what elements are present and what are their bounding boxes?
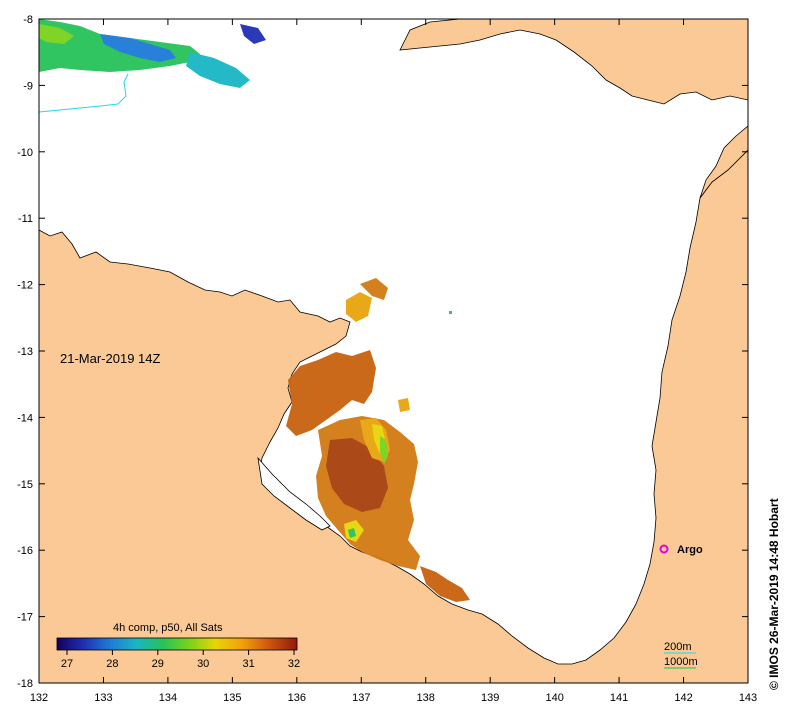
date-label: 21-Mar-2019 14Z: [60, 351, 160, 366]
colorbar-tick-label: 30: [197, 658, 209, 670]
x-tick-label: 137: [352, 692, 370, 704]
colorbar-tick-label: 32: [288, 658, 300, 670]
contour-200m: [39, 73, 129, 113]
colorbar-title: 4h comp, p50, All Sats: [113, 622, 223, 634]
y-tick-label: -10: [17, 147, 33, 159]
colorbar-ticks: 27 28 29 30 31 32: [61, 650, 300, 670]
x-tick-label: 138: [417, 692, 435, 704]
argo-label: Argo: [677, 544, 703, 556]
y-tick-label: -8: [23, 14, 33, 26]
credit-text: © IMOS 26-Mar-2019 14:48 Hobart: [767, 498, 781, 690]
land-north: [399, 19, 748, 105]
y-tick-label: -12: [17, 280, 33, 292]
y-tick-label: -16: [17, 545, 33, 557]
colorbar-tick-label: 31: [242, 658, 254, 670]
legend-200m-label: 200m: [664, 641, 692, 653]
x-tick-label: 142: [674, 692, 692, 704]
colorbar: [56, 637, 298, 651]
x-tick-label: 136: [288, 692, 306, 704]
x-tick-label: 139: [481, 692, 499, 704]
x-tick-label: 133: [94, 692, 112, 704]
colorbar-tick-label: 29: [152, 658, 164, 670]
y-tick-label: -15: [17, 479, 33, 491]
x-axis: 132 133 134 135 136 137 138 139 140 141 142 143: [30, 19, 757, 704]
colorbar-tick-label: 27: [61, 658, 73, 670]
x-tick-label: 143: [739, 692, 757, 704]
y-tick-label: -9: [23, 80, 33, 92]
colorbar-tick-label: 28: [106, 658, 118, 670]
y-tick-label: -13: [17, 346, 33, 358]
y-axis: -8 -9 -10 -11 -12 -13 -14 -15 -16 -17 -18: [17, 14, 748, 690]
y-tick-label: -14: [17, 412, 33, 424]
legend-1000m-label: 1000m: [664, 656, 698, 668]
x-tick-label: 134: [159, 692, 177, 704]
x-tick-label: 132: [30, 692, 48, 704]
y-tick-label: -18: [17, 678, 33, 690]
island-west-inlet: [257, 456, 331, 531]
y-tick-label: -17: [17, 612, 33, 624]
y-tick-label: -11: [18, 213, 33, 225]
x-tick-label: 141: [610, 692, 628, 704]
sst-patch-north: [39, 19, 266, 88]
land-east: [699, 125, 748, 199]
argo-marker: [659, 544, 669, 554]
x-tick-label: 140: [545, 692, 563, 704]
x-tick-label: 135: [223, 692, 241, 704]
sst-data: [286, 278, 470, 602]
